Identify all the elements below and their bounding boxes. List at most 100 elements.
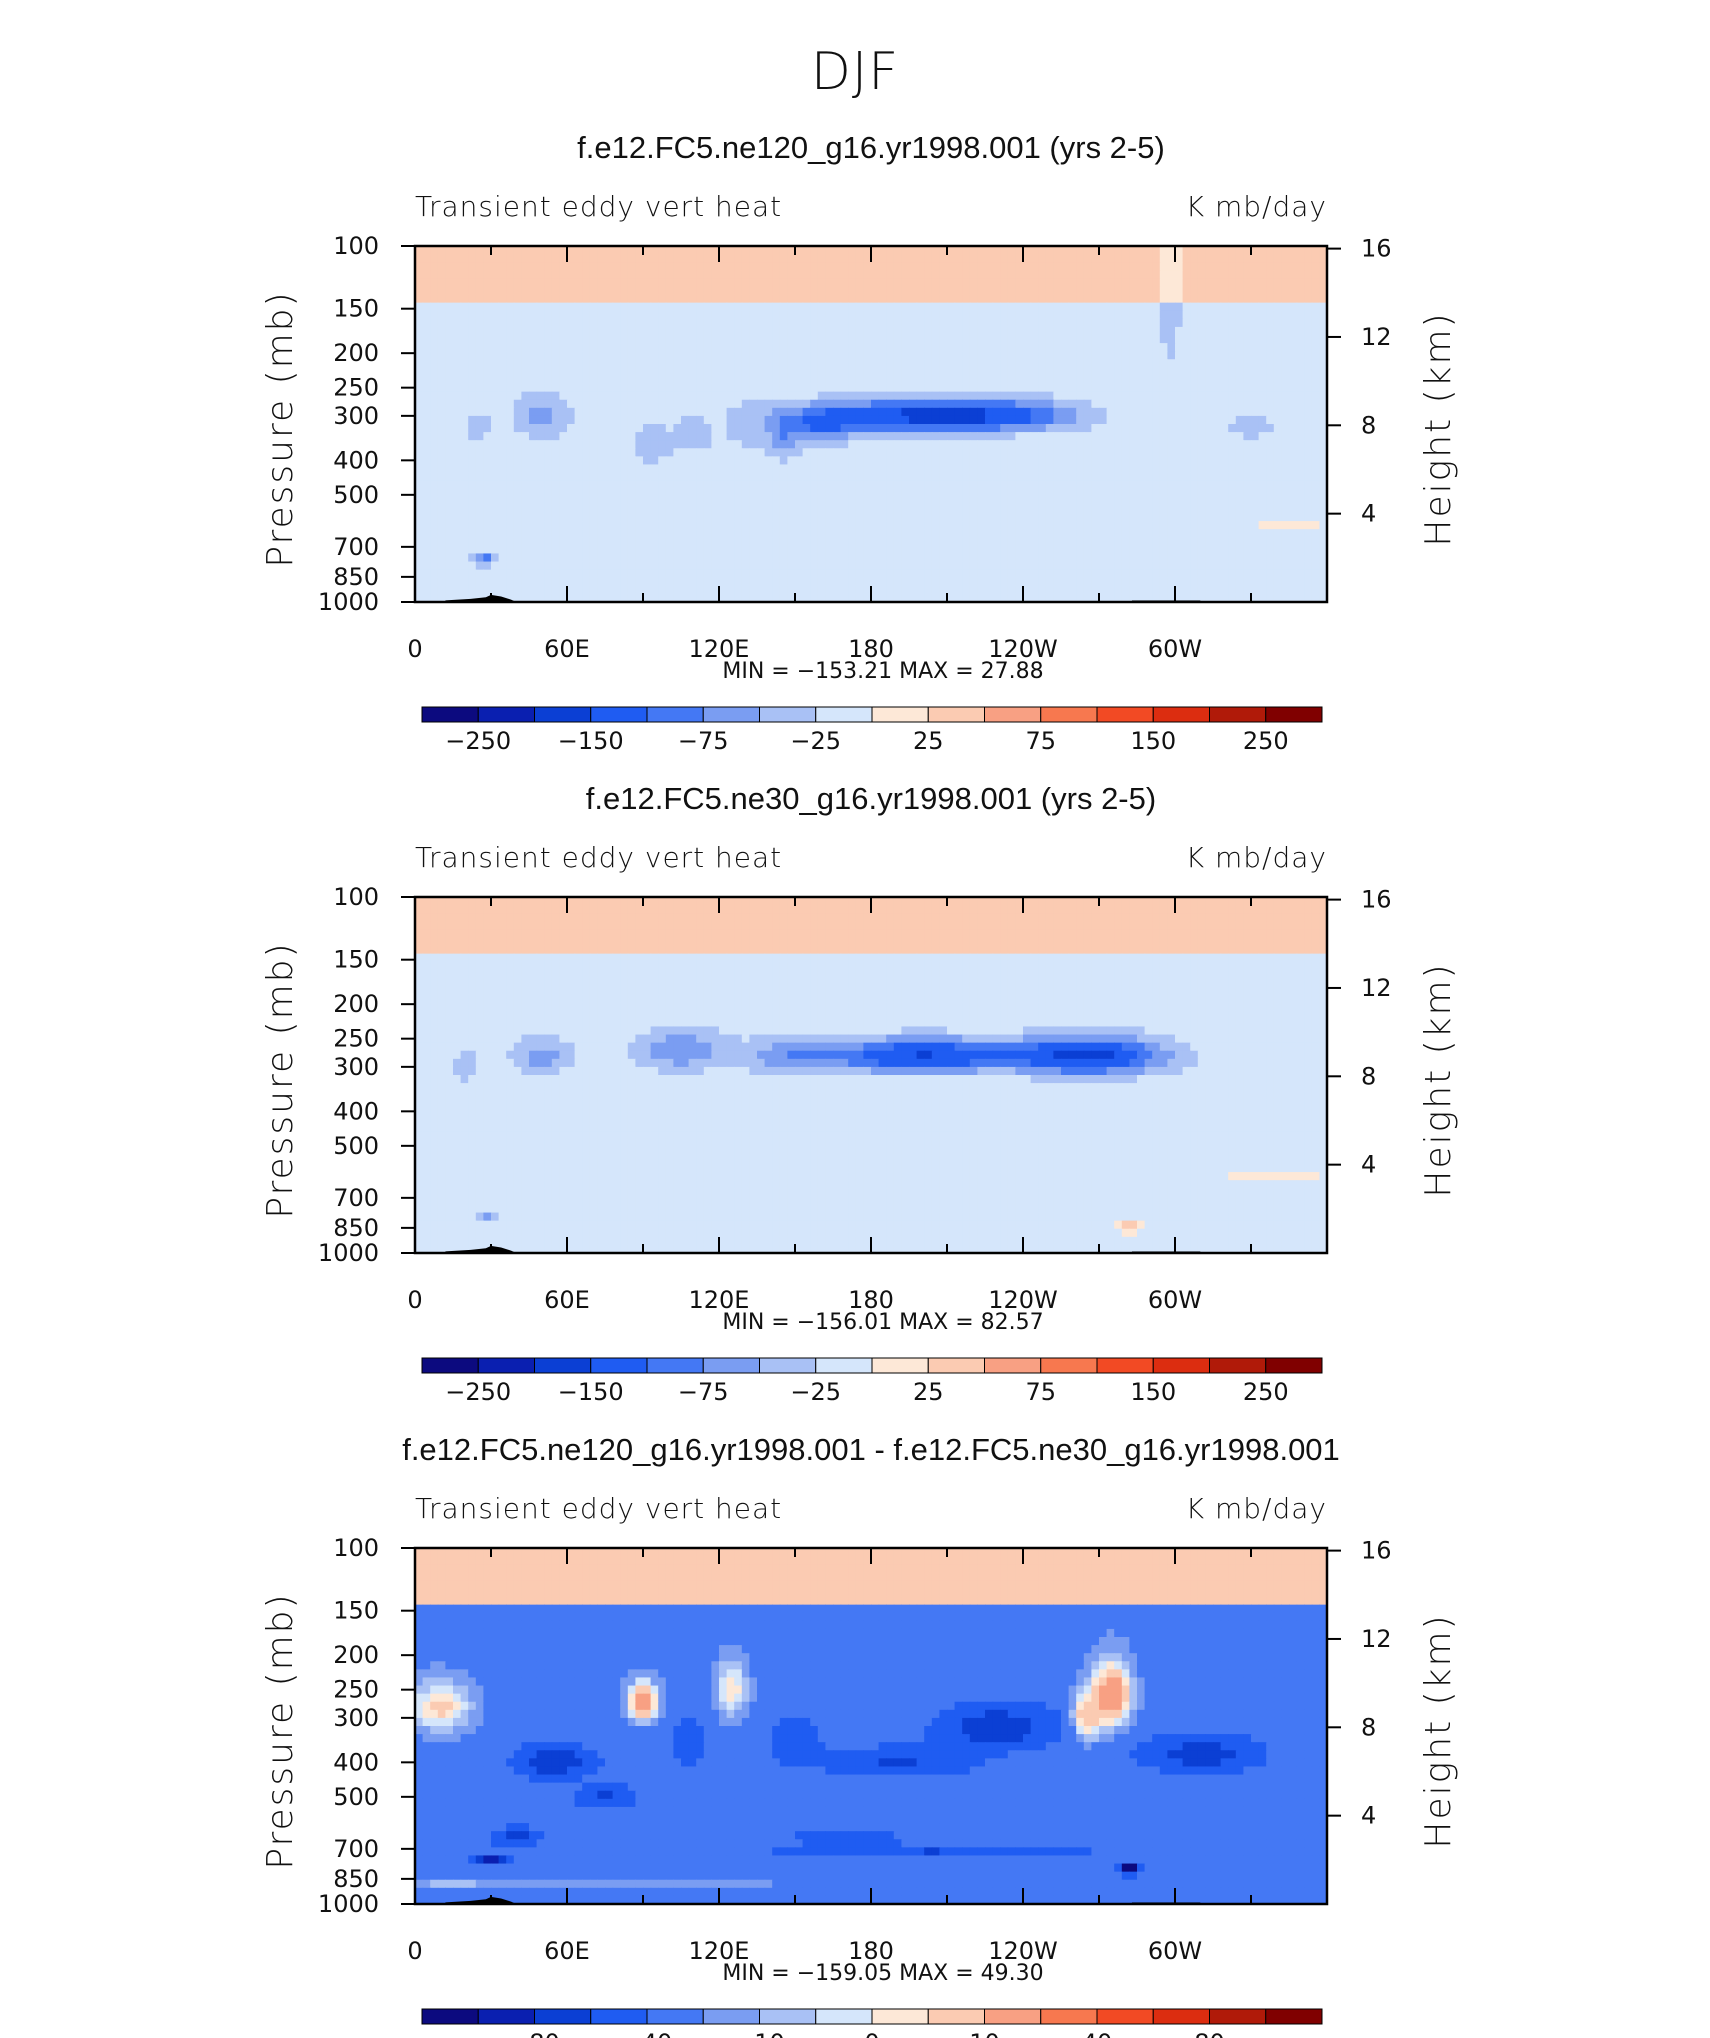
heatmap-cell [871,318,880,328]
heatmap-cell [415,513,424,522]
heatmap-cell [1213,415,1222,425]
heatmap-cell [840,343,849,352]
heatmap-cell [992,432,1001,441]
heatmap-cell [1023,513,1032,522]
heatmap-cell [460,367,469,377]
heatmap-cell [1296,488,1305,498]
heatmap-cell [1197,310,1206,320]
heatmap-cell [506,480,515,490]
heatmap-cell [696,424,705,433]
heatmap-cell [757,335,766,344]
heatmap-cell [468,359,477,368]
heatmap-cell [567,480,576,490]
heatmap-cell [643,302,652,312]
heatmap-cell [878,513,887,522]
heatmap-cell [460,537,469,546]
heatmap-cell [863,448,872,457]
heatmap-cell [1228,521,1237,530]
heatmap-cell [650,415,659,425]
heatmap-cell [536,286,545,296]
heatmap-cell [1007,302,1016,312]
heatmap-cell [1235,456,1244,466]
heatmap-cell [665,424,674,433]
heatmap-cell [559,496,568,506]
heatmap-cell [1304,472,1313,482]
heatmap-cell [1000,432,1009,441]
heatmap-cell [1289,504,1298,514]
heatmap-cell [1083,310,1092,320]
heatmap-cell [741,302,750,312]
heatmap-cell [1197,432,1206,441]
heatmap-cell [1228,335,1237,344]
heatmap-cell [1304,310,1313,320]
heatmap-cell [506,407,515,417]
heatmap-cell [574,343,583,352]
heatmap-cell [521,464,530,474]
heatmap-cell [589,359,598,368]
heatmap-cell [1266,561,1275,571]
heatmap-cell [931,351,940,360]
heatmap-cell [1266,399,1275,409]
heatmap-cell [954,383,963,393]
heatmap-cell [1091,407,1100,417]
heatmap-cell [673,545,682,555]
heatmap-cell [734,432,743,441]
heatmap-cell [1091,569,1100,579]
heatmap-cell [1106,286,1115,296]
heatmap-cell [1197,407,1206,417]
heatmap-cell [757,561,766,571]
heatmap-cell [673,472,682,482]
heatmap-cell [1213,432,1222,441]
heatmap-cell [605,456,614,466]
heatmap-cell [681,359,690,368]
heatmap-cell [1258,537,1267,546]
heatmap-cell [437,472,446,482]
heatmap-cell [848,375,857,385]
heatmap-cell [1129,407,1138,417]
heatmap-cell [1213,326,1222,336]
heatmap-cell [1175,391,1184,401]
heatmap-cell [612,553,621,563]
heatmap-cell [1038,545,1047,555]
heatmap-cell [719,407,728,417]
heatmap-cell [779,456,788,466]
heatmap-cell [506,569,515,579]
heatmap-cell [605,286,614,296]
heatmap-cell [1083,383,1092,393]
heatmap-cell [977,537,986,546]
heatmap-cell [673,504,682,514]
heatmap-cell [1190,302,1199,312]
heatmap-cell [688,351,697,360]
heatmap-cell [977,488,986,498]
heatmap-cell [1304,383,1313,393]
heatmap-cell [1220,488,1229,498]
heatmap-cell [825,262,834,271]
heatmap-cell [1121,504,1130,514]
heatmap-cell [1061,286,1070,296]
heatmap-cell [1159,310,1168,320]
heatmap-cell [1243,375,1252,385]
heatmap-cell [1235,375,1244,385]
heatmap-cell [916,343,925,352]
heatmap-cell [833,359,842,368]
heatmap-cell [559,448,568,457]
heatmap-cell [833,537,842,546]
heatmap-cell [1228,302,1237,312]
heatmap-cell [1304,335,1313,344]
heatmap-cell [1289,496,1298,506]
heatmap-cell [1243,310,1252,320]
heatmap-cell [681,343,690,352]
heatmap-cell [825,310,834,320]
heatmap-cell [1083,335,1092,344]
heatmap-cell [589,294,598,304]
heatmap-cell [1319,415,1328,425]
heatmap-cell [567,294,576,304]
heatmap-cell [977,335,986,344]
heatmap-cell [734,545,743,555]
heatmap-cell [1159,335,1168,344]
heatmap-cell [422,399,431,409]
heatmap-cell [1190,488,1199,498]
heatmap-cell [734,286,743,296]
heatmap-cell [498,504,507,514]
heatmap-cell [1152,521,1161,530]
